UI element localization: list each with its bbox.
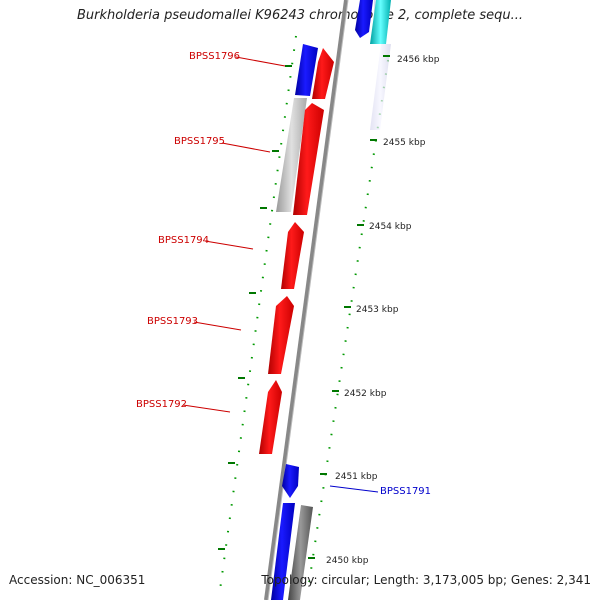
top-blue-feature: [355, 0, 373, 38]
gene-arrow-bpss1793: [268, 296, 294, 374]
tick-label-2456: 2456 kbp: [397, 55, 440, 65]
gene-arrow-bpss1796: [312, 48, 334, 99]
tick-label-2453: 2453 kbp: [356, 305, 399, 315]
tick-label-2451: 2451 kbp: [335, 472, 378, 482]
gene-arrow-grey-upper: [276, 98, 307, 212]
gene-label-bpss1791[interactable]: BPSS1791: [380, 486, 431, 497]
backbone-line: [264, 0, 348, 600]
gene-arrow-bpss1795: [293, 103, 324, 215]
tick-label-2450: 2450 kbp: [326, 556, 369, 566]
topology-text: Topology: circular; Length: 3,173,005 bp…: [261, 573, 591, 587]
outer-dotted-ring: [219, 35, 389, 591]
gene-arrow-blue-lower: [271, 503, 295, 600]
gene-label-leaders: [182, 56, 379, 493]
scale-tick-marks: [308, 55, 390, 559]
accession-text: Accession: NC_006351: [9, 573, 146, 587]
gene-label-bpss1792[interactable]: BPSS1792: [136, 399, 187, 410]
gene-label-bpss1795[interactable]: BPSS1795: [174, 136, 225, 147]
tick-label-2452: 2452 kbp: [344, 389, 387, 399]
top-cyan-feature: [370, 0, 391, 44]
gene-arrow-blue-upper: [295, 44, 318, 96]
gene-label-bpss1793[interactable]: BPSS1793: [147, 316, 198, 327]
gene-label-bpss1794[interactable]: BPSS1794: [158, 235, 209, 246]
gene-arrow-bpss1791: [282, 464, 299, 498]
gene-arrow-dark-lower: [288, 505, 313, 600]
left-tick-marks: [218, 65, 292, 550]
gene-arrow-bpss1794: [281, 222, 304, 289]
top-right-light-track: [370, 44, 391, 130]
tick-label-2455: 2455 kbp: [383, 138, 426, 148]
map-title: Burkholderia pseudomallei K96243 chromos…: [76, 8, 524, 23]
gene-arrow-bpss1792: [259, 380, 282, 454]
tick-label-2454: 2454 kbp: [369, 222, 412, 232]
gene-label-bpss1796[interactable]: BPSS1796: [189, 51, 240, 62]
